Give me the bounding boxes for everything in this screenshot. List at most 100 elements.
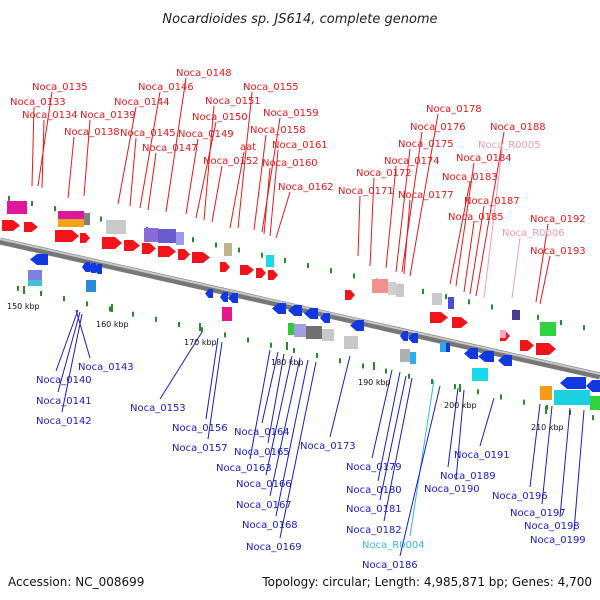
label-leader-line bbox=[265, 355, 293, 476]
upper-gene-label: Noca_0135 bbox=[32, 82, 88, 93]
kbp-label: 160 kbp bbox=[96, 320, 129, 329]
forward-gene-arrow bbox=[220, 262, 230, 272]
lower-gene-label: Noca_R0004 bbox=[362, 540, 425, 551]
tick-mark bbox=[261, 252, 263, 258]
upper-gene-label: Noca_0174 bbox=[384, 156, 440, 167]
tick-mark bbox=[491, 304, 493, 310]
lower-gene-label: Noca_0179 bbox=[346, 462, 402, 473]
upper-gene-label: Noca_R0006 bbox=[502, 228, 565, 239]
upper-gene-label: Noca_0134 bbox=[22, 110, 78, 121]
tick-mark bbox=[477, 389, 479, 395]
upper-gene-label: Noca_0171 bbox=[338, 186, 394, 197]
label-leader-line bbox=[399, 385, 441, 557]
kbp-label: 150 kbp bbox=[7, 302, 40, 311]
upper-gene-label: Noca_0158 bbox=[250, 125, 306, 136]
upper-gene-label: Noca_0161 bbox=[272, 140, 328, 151]
reverse-gene-arrow bbox=[82, 262, 90, 272]
gene-domain-box bbox=[58, 219, 84, 227]
tick-mark bbox=[385, 368, 387, 374]
label-leader-line bbox=[117, 106, 137, 205]
gene-domain-box bbox=[266, 255, 274, 267]
tick-mark bbox=[353, 273, 355, 279]
upper-gene-label: Noca_0148 bbox=[176, 68, 232, 79]
label-leader-line bbox=[253, 134, 267, 231]
upper-gene-label: Noca_0152 bbox=[203, 156, 259, 167]
tick-mark bbox=[500, 394, 502, 400]
tick-mark bbox=[109, 306, 111, 312]
gene-domain-box bbox=[176, 232, 184, 245]
label-leaders bbox=[31, 77, 585, 557]
tick-mark bbox=[100, 216, 102, 222]
upper-gene-label: Noca_0172 bbox=[356, 168, 412, 179]
tick-mark bbox=[155, 316, 157, 322]
gene-domain-box bbox=[222, 307, 232, 321]
forward-gene-arrow bbox=[536, 343, 556, 355]
tick-mark bbox=[86, 301, 88, 307]
label-leader-line bbox=[267, 353, 285, 444]
reverse-gene-arrow bbox=[498, 355, 512, 366]
lower-gene-label: Noca_0190 bbox=[424, 484, 480, 495]
forward-gene-arrow bbox=[158, 246, 176, 257]
label-leader-line bbox=[475, 131, 505, 297]
tick-mark bbox=[592, 415, 594, 421]
lower-gene-label: Noca_0143 bbox=[78, 362, 134, 373]
upper-gene-label: Noca_0178 bbox=[426, 104, 482, 115]
upper-gene-label: Noca_0147 bbox=[142, 143, 198, 154]
gene-domain-box bbox=[158, 229, 176, 243]
label-leader-line bbox=[207, 341, 223, 440]
reverse-gene-arrow bbox=[30, 254, 48, 265]
gene-domain-box bbox=[410, 352, 416, 364]
label-leader-line bbox=[275, 191, 291, 239]
label-leader-line bbox=[195, 121, 217, 219]
reverse-gene-arrow bbox=[320, 313, 330, 323]
upper-gene-label: Noca_0184 bbox=[456, 153, 512, 164]
map-title: Nocardioides sp. JS614, complete genome bbox=[162, 12, 437, 27]
reverse-gene-arrow bbox=[478, 351, 494, 362]
gene-domain-box bbox=[7, 201, 27, 214]
upper-gene-label: Noca_0150 bbox=[192, 112, 248, 123]
label-leader-line bbox=[159, 331, 203, 400]
label-leader-line bbox=[447, 387, 459, 468]
tick-mark bbox=[284, 257, 286, 263]
upper-gene-label: Noca_0175 bbox=[398, 139, 454, 150]
tick-mark bbox=[54, 206, 56, 212]
gene-domain-box bbox=[400, 349, 410, 362]
label-leader-line bbox=[269, 357, 301, 497]
tick-mark bbox=[408, 373, 410, 379]
lower-gene-label: Noca_0186 bbox=[362, 560, 418, 571]
label-leader-line bbox=[371, 369, 393, 459]
upper-gene-label: Noca_0188 bbox=[490, 122, 546, 133]
forward-gene-arrow bbox=[142, 243, 156, 254]
label-leader-line bbox=[369, 177, 375, 267]
label-leader-line bbox=[75, 309, 91, 359]
reverse-gene-arrow bbox=[400, 331, 408, 341]
tick-mark bbox=[316, 353, 318, 359]
reverse-gene-arrow bbox=[408, 333, 418, 343]
upper-gene-label: aat bbox=[240, 142, 256, 153]
label-leader-line bbox=[403, 199, 411, 275]
lower-gene-label: Noca_0167 bbox=[236, 500, 292, 511]
tick-mark bbox=[422, 288, 424, 294]
lower-gene-label: Noca_0198 bbox=[524, 521, 580, 532]
label-leader-line bbox=[55, 309, 79, 372]
label-leader-line bbox=[279, 361, 317, 539]
label-leader-line bbox=[479, 397, 495, 447]
tick-mark bbox=[8, 195, 10, 201]
gene-domain-box bbox=[144, 228, 158, 242]
label-leader-line bbox=[455, 389, 465, 481]
label-leader-line bbox=[249, 349, 271, 460]
lower-gene-label: Noca_0169 bbox=[246, 542, 302, 553]
gene-domain-box bbox=[500, 330, 506, 338]
forward-gene-arrow bbox=[55, 230, 79, 242]
reverse-gene-arrow bbox=[220, 292, 228, 302]
reverse-gene-arrow bbox=[560, 377, 586, 389]
forward-gene-arrow bbox=[452, 317, 468, 328]
tick-mark bbox=[224, 332, 226, 338]
label-leader-line bbox=[57, 311, 81, 393]
tick-mark bbox=[583, 325, 585, 331]
upper-gene-label: Noca_0138 bbox=[64, 127, 120, 138]
lower-gene-label: Noca_0141 bbox=[36, 396, 92, 407]
reverse-gene-arrow bbox=[228, 293, 238, 303]
label-leader-line bbox=[573, 409, 585, 532]
